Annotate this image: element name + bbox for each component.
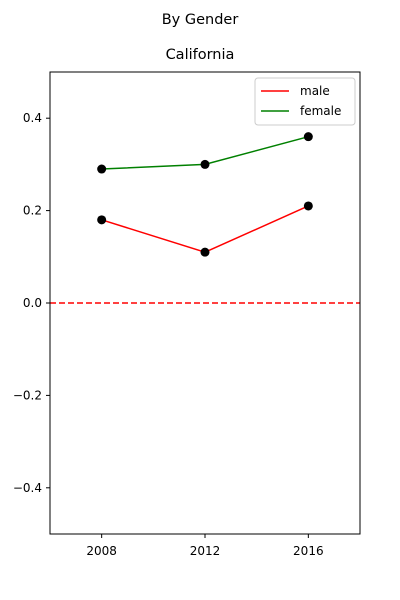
x-tick-label: 2016 (293, 544, 324, 558)
data-point-male (303, 201, 313, 211)
y-tick-label: −0.4 (13, 481, 42, 495)
legend-label-female: female (300, 104, 341, 118)
data-point-male (200, 247, 210, 257)
plot-frame (49, 71, 361, 535)
chart-suptitle: By Gender (162, 12, 239, 28)
legend-label-male: male (300, 84, 330, 98)
y-tick-label: 0.2 (23, 204, 42, 218)
legend: male female (254, 77, 356, 126)
data-point-male (97, 215, 107, 225)
y-tick-label: 0.0 (23, 296, 42, 310)
data-point-female (97, 164, 107, 174)
y-tick-label: 0.4 (23, 111, 42, 125)
x-tick-label: 2008 (86, 544, 117, 558)
data-point-female (303, 132, 313, 142)
data-point-female (200, 159, 210, 169)
y-tick-label: −0.2 (13, 388, 42, 402)
x-tick-label: 2012 (190, 544, 221, 558)
series-line-male (101, 205, 309, 253)
chart-title: California (166, 47, 235, 63)
legend-box (254, 77, 356, 126)
